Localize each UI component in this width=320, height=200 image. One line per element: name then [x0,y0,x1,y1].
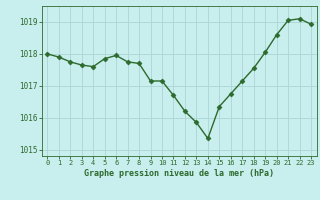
X-axis label: Graphe pression niveau de la mer (hPa): Graphe pression niveau de la mer (hPa) [84,169,274,178]
